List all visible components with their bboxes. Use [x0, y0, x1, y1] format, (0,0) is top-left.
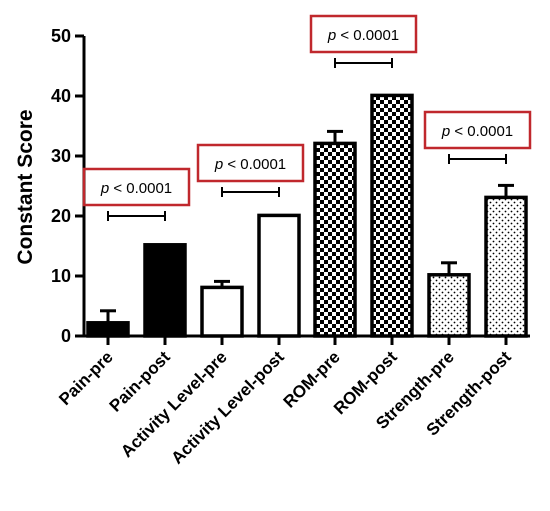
p-symbol: p: [100, 180, 109, 197]
y-tick-label: 30: [51, 146, 71, 166]
bar: [143, 243, 187, 338]
y-axis-label: Constant Score: [14, 109, 37, 264]
p-value-label: p < 0.0001: [100, 180, 172, 197]
p-threshold: < 0.0001: [109, 180, 172, 197]
bar: [427, 273, 471, 338]
bar: [370, 93, 414, 338]
p-value-label: p < 0.0001: [327, 27, 399, 44]
p-value-box: [309, 14, 418, 54]
p-value-box: [82, 167, 191, 207]
p-threshold: < 0.0001: [336, 27, 399, 44]
y-tick-label: 10: [51, 266, 71, 286]
p-value-label: p < 0.0001: [214, 156, 286, 173]
y-tick-label: 20: [51, 206, 71, 226]
bar: [484, 195, 528, 338]
p-symbol: p: [327, 27, 336, 44]
x-tick-label: Activity Level-pre: [117, 347, 231, 461]
p-symbol: p: [214, 156, 223, 173]
x-tick-label: Activity Level-post: [168, 347, 289, 468]
bar: [313, 141, 357, 338]
bar: [86, 321, 130, 338]
bars-group: [86, 93, 528, 338]
p-value-label: p < 0.0001: [441, 123, 513, 140]
p-value-box: [196, 143, 305, 183]
y-tick-label: 40: [51, 86, 71, 106]
p-threshold: < 0.0001: [450, 123, 513, 140]
bar: [200, 285, 244, 338]
p-value-box: [423, 110, 532, 150]
y-tick-label: 50: [51, 26, 71, 46]
p-threshold: < 0.0001: [223, 156, 286, 173]
p-symbol: p: [441, 123, 450, 140]
bar: [257, 213, 301, 338]
y-tick-label: 0: [61, 326, 71, 346]
